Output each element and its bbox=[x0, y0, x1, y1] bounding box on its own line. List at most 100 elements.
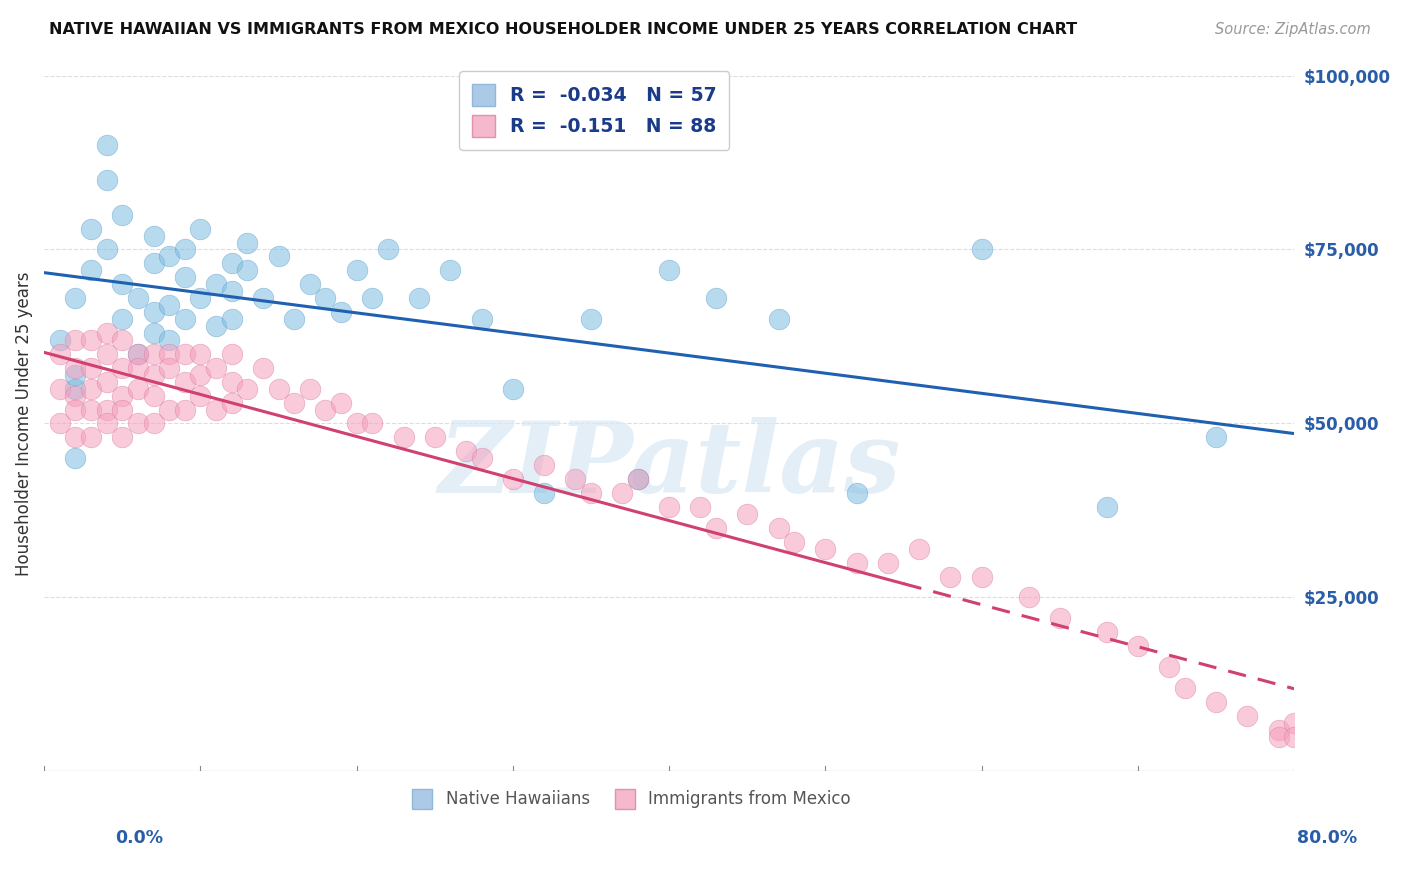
Point bbox=[96, 402, 118, 417]
Point bbox=[361, 291, 384, 305]
Point bbox=[111, 360, 134, 375]
Point bbox=[65, 382, 87, 396]
Text: NATIVE HAWAIIAN VS IMMIGRANTS FROM MEXICO HOUSEHOLDER INCOME UNDER 25 YEARS CORR: NATIVE HAWAIIAN VS IMMIGRANTS FROM MEXIC… bbox=[49, 22, 1077, 37]
Point bbox=[111, 208, 134, 222]
Point bbox=[908, 541, 931, 556]
Point bbox=[314, 402, 336, 417]
Point bbox=[190, 368, 212, 382]
Point bbox=[80, 382, 103, 396]
Point bbox=[533, 458, 555, 473]
Point bbox=[221, 347, 243, 361]
Point bbox=[80, 430, 103, 444]
Point bbox=[1018, 591, 1040, 605]
Text: 0.0%: 0.0% bbox=[115, 829, 163, 847]
Point bbox=[190, 291, 212, 305]
Legend: Native Hawaiians, Immigrants from Mexico: Native Hawaiians, Immigrants from Mexico bbox=[406, 782, 858, 815]
Point bbox=[1174, 681, 1197, 695]
Point bbox=[65, 389, 87, 403]
Point bbox=[346, 417, 368, 431]
Point bbox=[939, 569, 962, 583]
Point bbox=[190, 347, 212, 361]
Point bbox=[1284, 715, 1306, 730]
Point bbox=[1095, 625, 1118, 640]
Point bbox=[1236, 708, 1258, 723]
Point bbox=[970, 569, 993, 583]
Point bbox=[48, 333, 70, 347]
Point bbox=[173, 347, 195, 361]
Point bbox=[65, 368, 87, 382]
Point bbox=[1095, 500, 1118, 514]
Point bbox=[221, 256, 243, 270]
Point bbox=[173, 375, 195, 389]
Point bbox=[142, 305, 165, 319]
Point bbox=[1267, 723, 1289, 737]
Point bbox=[814, 541, 837, 556]
Point bbox=[221, 375, 243, 389]
Point bbox=[768, 312, 790, 326]
Point bbox=[173, 270, 195, 285]
Point bbox=[173, 312, 195, 326]
Text: Source: ZipAtlas.com: Source: ZipAtlas.com bbox=[1215, 22, 1371, 37]
Point bbox=[612, 486, 634, 500]
Point bbox=[157, 298, 180, 312]
Point bbox=[236, 235, 259, 250]
Point bbox=[564, 472, 586, 486]
Point bbox=[298, 382, 321, 396]
Point bbox=[408, 291, 430, 305]
Point bbox=[96, 375, 118, 389]
Point bbox=[704, 291, 727, 305]
Point bbox=[80, 263, 103, 277]
Point bbox=[877, 556, 900, 570]
Point bbox=[1049, 611, 1071, 625]
Point bbox=[65, 402, 87, 417]
Point bbox=[1159, 660, 1181, 674]
Point bbox=[423, 430, 446, 444]
Point bbox=[111, 312, 134, 326]
Point bbox=[96, 326, 118, 340]
Point bbox=[80, 360, 103, 375]
Point bbox=[579, 486, 602, 500]
Point bbox=[173, 402, 195, 417]
Point bbox=[48, 417, 70, 431]
Point bbox=[142, 326, 165, 340]
Point bbox=[1205, 430, 1227, 444]
Point bbox=[205, 319, 228, 334]
Y-axis label: Householder Income Under 25 years: Householder Income Under 25 years bbox=[15, 271, 32, 575]
Point bbox=[127, 417, 149, 431]
Point bbox=[142, 389, 165, 403]
Point bbox=[298, 277, 321, 292]
Point bbox=[1205, 695, 1227, 709]
Point bbox=[111, 333, 134, 347]
Point bbox=[65, 451, 87, 466]
Point bbox=[111, 389, 134, 403]
Point bbox=[142, 368, 165, 382]
Point bbox=[533, 486, 555, 500]
Point bbox=[127, 291, 149, 305]
Point bbox=[205, 277, 228, 292]
Point bbox=[737, 507, 759, 521]
Point bbox=[471, 451, 494, 466]
Point bbox=[689, 500, 711, 514]
Point bbox=[377, 243, 399, 257]
Point bbox=[157, 360, 180, 375]
Point bbox=[471, 312, 494, 326]
Point bbox=[454, 444, 477, 458]
Point bbox=[1126, 639, 1149, 653]
Point bbox=[127, 360, 149, 375]
Point bbox=[845, 556, 868, 570]
Point bbox=[627, 472, 650, 486]
Point bbox=[236, 382, 259, 396]
Point bbox=[80, 221, 103, 235]
Point bbox=[283, 312, 305, 326]
Point bbox=[221, 284, 243, 298]
Point bbox=[190, 221, 212, 235]
Point bbox=[361, 417, 384, 431]
Point bbox=[283, 395, 305, 409]
Point bbox=[173, 243, 195, 257]
Point bbox=[96, 138, 118, 153]
Point bbox=[439, 263, 461, 277]
Point bbox=[48, 347, 70, 361]
Point bbox=[267, 249, 290, 263]
Point bbox=[267, 382, 290, 396]
Point bbox=[157, 333, 180, 347]
